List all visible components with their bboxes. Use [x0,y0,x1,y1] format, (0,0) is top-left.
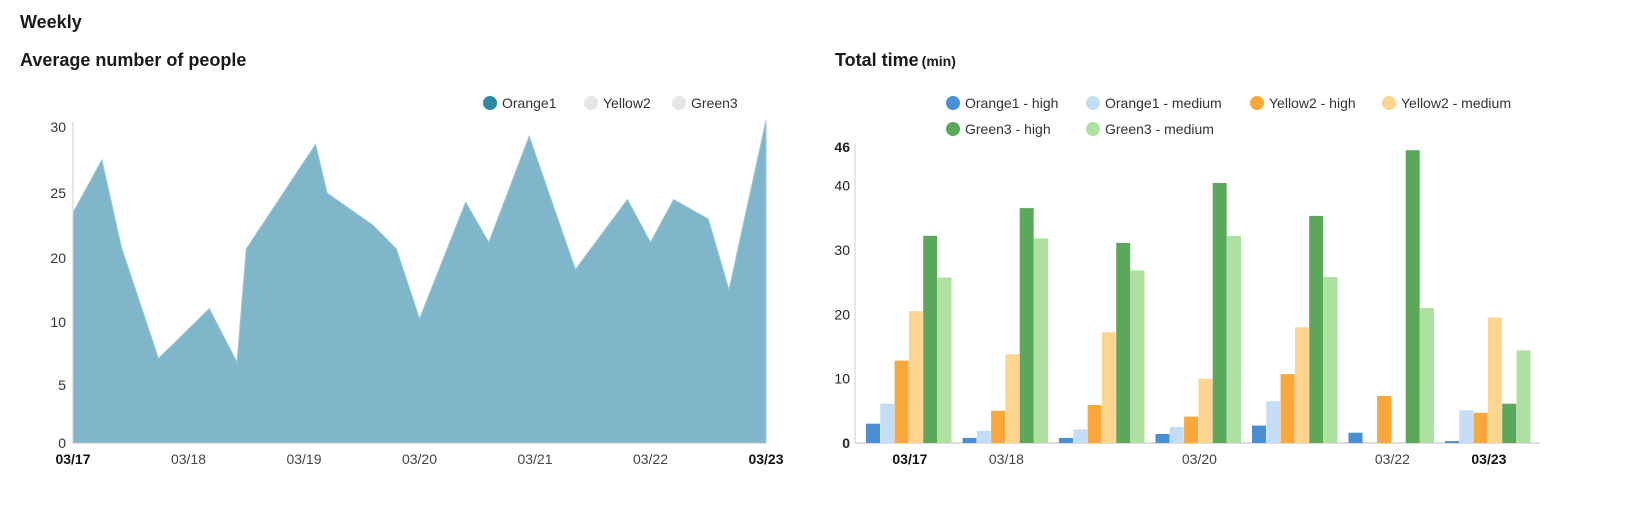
legend-dot-icon [1382,96,1396,110]
bar-yellow2-high [1184,416,1199,443]
bar-legend-label: Green3 - medium [1105,121,1214,137]
bar-orange1-medium [1266,401,1281,443]
area-legend-label: Orange1 [502,95,557,111]
bar-yellow2-medium [1294,327,1309,443]
bar-y-tick-label: 40 [834,178,850,194]
bar-y-tick-label: 20 [834,306,850,322]
bar-orange1-high [1348,432,1363,443]
area-x-tick-label: 03/21 [517,451,552,467]
bar-green3-high [923,235,938,443]
area-x-tick-label: 03/23 [748,451,783,467]
bar-x-tick-label: 03/23 [1471,451,1506,467]
area-y-tick-label: 10 [50,314,66,330]
area-y-tick-label: 0 [58,435,66,451]
bar-x-tick-label: 03/22 [1375,451,1410,467]
area-legend-label: Yellow2 [603,95,651,111]
bar-orange1-medium [880,403,895,443]
area-x-tick-label: 03/17 [55,451,90,467]
bar-legend-label: Orange1 - high [965,95,1058,111]
bar-chart-title: Total time (min) [835,50,956,71]
bar-yellow2-medium [1101,332,1116,443]
bar-yellow2-high [991,410,1006,443]
bar-y-tick-label: 30 [834,242,850,258]
area-y-tick-label: 30 [50,119,66,135]
bar-x-tick-label: 03/18 [989,451,1024,467]
area-series-orange1 [72,120,767,444]
bar-legend-label: Yellow2 - high [1269,95,1356,111]
area-x-tick-label: 03/22 [633,451,668,467]
bar-orange1-medium [1169,426,1184,443]
area-legend-label: Green3 [691,95,738,111]
bar-y-tick-label: 0 [842,435,850,451]
legend-dot-icon [946,122,960,136]
bar-yellow2-medium [908,311,923,443]
bar-green3-medium [1034,238,1048,443]
legend-dot-icon [584,96,598,110]
bar-chart-title-text: Total time [835,50,919,70]
bar-yellow2-high [1087,405,1102,443]
bar-green3-high [1212,183,1227,443]
bar-yellow2-high [1377,396,1392,443]
bar-orange1-high [1155,434,1170,443]
bar-green3-high [1309,215,1324,443]
bar-green3-medium [1420,307,1434,443]
area-x-tick-label: 03/20 [402,451,437,467]
bar-legend-label: Yellow2 - medium [1401,95,1511,111]
bar-yellow2-medium [1198,378,1213,443]
area-x-tick-label: 03/19 [286,451,321,467]
legend-dot-icon [1250,96,1264,110]
bar-x-tick-label: 03/17 [892,451,927,467]
bar-y-tick-label: 10 [834,371,850,387]
area-chart-title: Average number of people [20,50,247,70]
bar-orange1-high [1252,425,1266,443]
bar-green3-high [1019,208,1034,443]
bar-chart-unit: (min) [921,53,956,69]
bar-yellow2-medium [1487,317,1502,443]
bar-y-tick-label: 46 [834,139,850,155]
area-y-tick-label: 25 [50,185,66,201]
bar-yellow2-high [894,360,909,443]
bar-green3-high [1116,242,1131,443]
area-x-tick-label: 03/18 [171,451,206,467]
legend-dot-icon [946,96,960,110]
bar-green3-medium [937,277,952,443]
bar-orange1-medium [976,430,991,443]
bar-green3-medium [1323,277,1338,443]
bar-orange1-high [1445,441,1459,443]
bar-orange1-medium [1459,410,1474,443]
area-y-tick-label: 20 [50,250,66,266]
bar-green3-high [1502,403,1517,443]
legend-dot-icon [1086,122,1100,136]
page-title: Weekly [20,12,82,32]
bar-legend-label: Orange1 - medium [1105,95,1222,111]
bar-yellow2-medium [1005,354,1020,443]
bar-x-tick-label: 03/20 [1182,451,1217,467]
legend-dot-icon [672,96,686,110]
bar-green3-medium [1227,235,1241,443]
bar-green3-high [1405,150,1420,443]
bar-yellow2-high [1280,374,1295,443]
bar-yellow2-high [1473,412,1488,443]
bar-orange1-high [866,423,880,443]
legend-dot-icon [1086,96,1100,110]
bar-orange1-high [962,437,977,443]
legend-dot-icon [483,96,497,110]
bar-green3-medium [1130,270,1145,443]
bar-orange1-high [1059,437,1073,443]
bar-orange1-medium [1073,429,1088,443]
bar-green3-medium [1516,350,1531,443]
area-y-tick-label: 5 [58,377,66,393]
bar-legend-label: Green3 - high [965,121,1051,137]
